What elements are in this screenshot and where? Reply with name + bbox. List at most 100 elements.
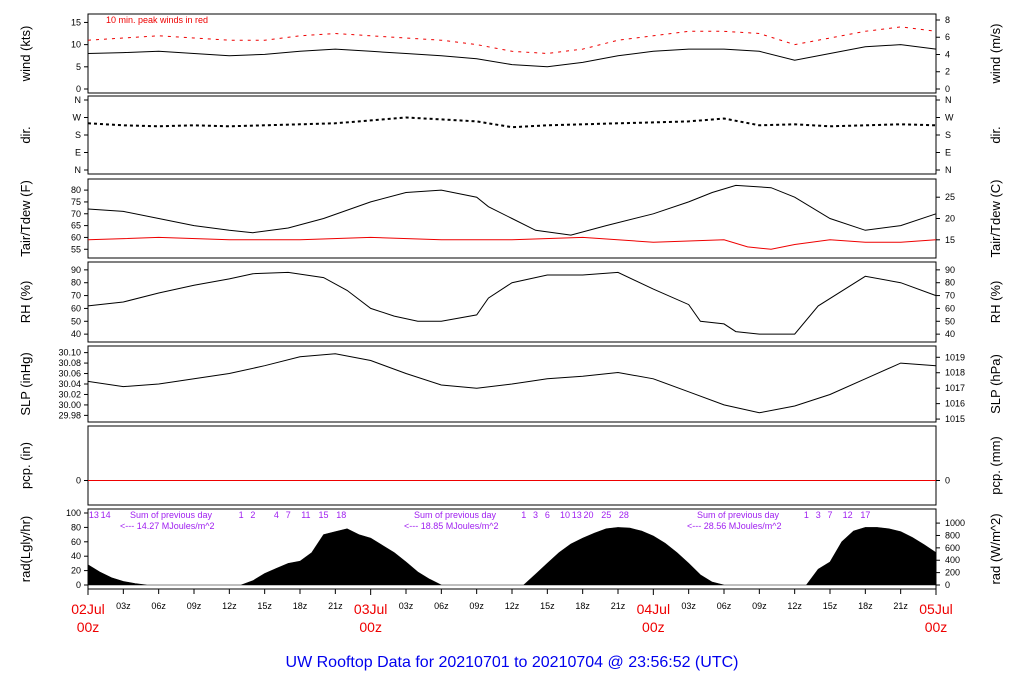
right-axis-label: Tair/Tdew (C) (988, 179, 1003, 257)
x-tick-label: 09z (187, 601, 202, 611)
left-tick-label: 10 (71, 40, 81, 50)
right-tick-label: 0 (945, 580, 950, 590)
x-tick-label: 15z (257, 601, 272, 611)
hour-marker: 4 (274, 510, 279, 520)
left-tick-label: 50 (71, 316, 81, 326)
left-axis-label: SLP (inHg) (18, 352, 33, 415)
right-tick-label: 800 (945, 530, 960, 540)
right-tick-label: E (945, 148, 951, 158)
right-tick-label: W (945, 113, 954, 123)
x-tick-label: 12z (222, 601, 237, 611)
right-tick-label: 600 (945, 543, 960, 553)
hour-marker: 1 (804, 510, 809, 520)
left-tick-label: E (75, 148, 81, 158)
right-tick-label: 80 (945, 278, 955, 288)
day-summary-title: Sum of previous day (130, 510, 213, 520)
hour-marker: 1 (521, 510, 526, 520)
panel-rad: rad(Lgly/hr) rad (W/m^2)02040608010002004… (18, 508, 1003, 590)
day-label-time: 00z (77, 619, 100, 635)
hour-marker: 14 (101, 510, 111, 520)
series-Tair (87, 184, 937, 236)
x-tick-label: 03z (116, 601, 131, 611)
left-tick-label: 55 (71, 244, 81, 254)
hour-marker: 17 (860, 510, 870, 520)
hour-marker: 7 (827, 510, 832, 520)
right-tick-label: 50 (945, 316, 955, 326)
panel-frame (87, 508, 937, 590)
left-tick-label: 29.98 (58, 410, 81, 420)
x-tick-label: 12z (505, 601, 520, 611)
left-tick-label: 80 (71, 278, 81, 288)
panel-frame (87, 261, 937, 343)
right-tick-label: 25 (945, 192, 955, 202)
day-label-time: 00z (359, 619, 382, 635)
day-label-time: 00z (925, 619, 948, 635)
right-tick-label: 60 (945, 303, 955, 313)
left-tick-label: 30.10 (58, 348, 81, 358)
right-axis-label: rad (W/m^2) (988, 513, 1003, 584)
left-tick-label: 0 (76, 580, 81, 590)
x-tick-label: 03z (399, 601, 414, 611)
series-black-0 (87, 44, 937, 68)
hour-marker: 2 (250, 510, 255, 520)
right-tick-label: N (945, 165, 952, 175)
x-tick-label: 18z (293, 601, 308, 611)
left-tick-label: 70 (71, 209, 81, 219)
left-tick-label: 75 (71, 197, 81, 207)
left-tick-label: 60 (71, 232, 81, 242)
hour-marker: 3 (533, 510, 538, 520)
x-tick-label: 21z (893, 601, 908, 611)
hour-marker: 13 (89, 510, 99, 520)
left-tick-label: N (75, 95, 82, 105)
hour-marker: 13 (572, 510, 582, 520)
left-tick-label: 0 (76, 476, 81, 486)
right-tick-label: 15 (945, 235, 955, 245)
right-axis-label: RH (%) (988, 281, 1003, 324)
right-axis-label: SLP (hPa) (988, 354, 1003, 414)
hour-marker: 15 (319, 510, 329, 520)
x-tick-label: 06z (717, 601, 732, 611)
x-tick-label: 18z (858, 601, 873, 611)
hour-marker: 28 (619, 510, 629, 520)
left-tick-label: 40 (71, 329, 81, 339)
right-tick-label: 1017 (945, 383, 965, 393)
day-label-date: 05Jul (919, 601, 952, 617)
hour-marker: 7 (286, 510, 291, 520)
left-tick-label: 30.04 (58, 379, 81, 389)
left-tick-label: 60 (71, 303, 81, 313)
right-tick-label: 1000 (945, 518, 965, 528)
left-tick-label: 90 (71, 265, 81, 275)
hour-marker: 25 (601, 510, 611, 520)
x-axis: 03z 06z 09z 12z 15z 18z 21z 03z 06z 09z 12z 15z 18z 2… (71, 589, 953, 635)
x-tick-label: 09z (752, 601, 767, 611)
left-tick-label: 70 (71, 291, 81, 301)
x-tick-label: 15z (540, 601, 555, 611)
left-axis-label: RH (%) (18, 281, 33, 324)
series-0 (87, 527, 937, 586)
right-axis-label: dir. (988, 126, 1003, 143)
right-tick-label: 40 (945, 329, 955, 339)
left-tick-label: S (75, 130, 81, 140)
left-tick-label: N (75, 165, 82, 175)
right-axis-label: wind (m/s) (988, 24, 1003, 85)
left-tick-label: 20 (71, 566, 81, 576)
right-tick-label: S (945, 130, 951, 140)
right-tick-label: N (945, 95, 952, 105)
left-tick-label: 40 (71, 551, 81, 561)
panel-pcp: pcp. (in) pcp. (mm) 0 0 (18, 425, 1003, 506)
panel-frame (87, 13, 937, 94)
panel-rh: RH (%) RH (%) 40 50 60 70 80 90 40 50 60 70 80 90 (18, 261, 1003, 343)
right-tick-label: 400 (945, 555, 960, 565)
left-tick-label: W (73, 113, 82, 123)
x-tick-label: 18z (575, 601, 590, 611)
wind-annotation: 10 min. peak winds in red (106, 15, 208, 25)
day-summary-value: <--- 28.56 MJoules/m^2 (687, 521, 782, 531)
left-tick-label: 30.00 (58, 400, 81, 410)
x-tick-label: 03z (681, 601, 696, 611)
hour-marker: 10 (560, 510, 570, 520)
series-black-0 (87, 271, 937, 335)
panel-frame (87, 95, 937, 175)
